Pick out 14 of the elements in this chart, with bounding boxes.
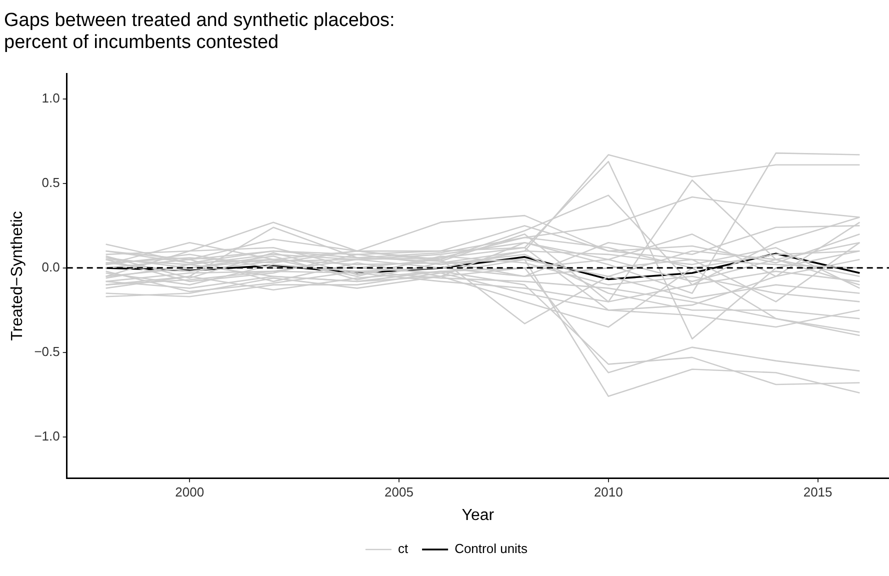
y-tick-label: 1.0 <box>42 90 60 106</box>
x-tick-label: 2010 <box>594 484 623 500</box>
y-axis-title: Treated−Synthetic <box>9 211 26 341</box>
x-tick-label: 2000 <box>175 484 204 500</box>
legend-label: ct <box>398 541 408 556</box>
y-tick-label: −1.0 <box>34 428 60 444</box>
y-tick-label: 0.5 <box>42 175 60 190</box>
legend-label: Control units <box>454 541 528 556</box>
y-tick-label: 0.0 <box>42 260 60 275</box>
y-tick-label: −0.5 <box>34 344 60 359</box>
x-tick-label: 2005 <box>384 484 414 500</box>
chart-title: Gaps between treated and synthetic placebos: percent of incumbents contested <box>4 10 395 54</box>
x-tick-label: 2015 <box>803 484 832 500</box>
x-axis-title: Year <box>462 506 495 524</box>
